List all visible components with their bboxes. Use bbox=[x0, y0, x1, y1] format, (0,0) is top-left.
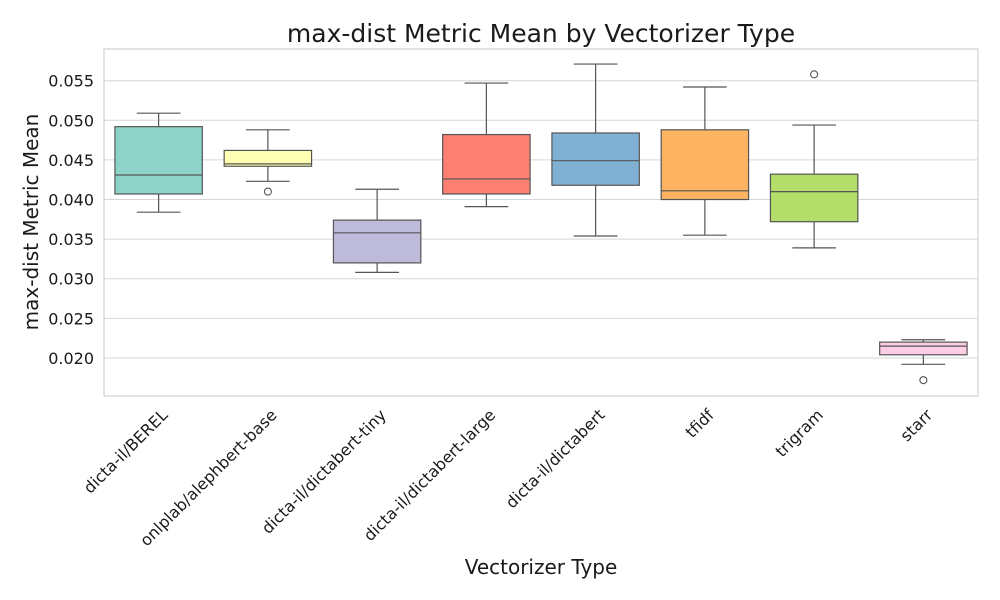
plot-frame bbox=[103, 48, 979, 397]
box-group bbox=[223, 129, 313, 196]
box-iqr bbox=[442, 133, 531, 195]
x-tick-label: tfidf bbox=[682, 405, 718, 441]
box-iqr bbox=[660, 129, 750, 201]
outlier-point bbox=[919, 376, 928, 385]
outlier-point bbox=[810, 70, 819, 79]
box-group bbox=[332, 188, 422, 274]
x-tick-label: starr bbox=[896, 405, 936, 445]
y-tick-label: 0.045 bbox=[48, 151, 94, 170]
y-tick-label: 0.055 bbox=[48, 72, 94, 91]
y-tick-label: 0.040 bbox=[48, 191, 94, 210]
box-layer bbox=[114, 63, 968, 385]
y-tick-label: 0.030 bbox=[48, 270, 94, 289]
box-iqr bbox=[114, 126, 203, 195]
y-tick-label: 0.025 bbox=[48, 309, 94, 328]
y-tick-label: 0.050 bbox=[48, 111, 94, 130]
y-tick-label: 0.020 bbox=[48, 349, 94, 368]
outlier-point bbox=[263, 187, 272, 196]
box-group bbox=[769, 70, 859, 249]
x-axis-label: Vectorizer Type bbox=[465, 555, 618, 579]
box-group bbox=[879, 339, 968, 385]
y-tick-labels: 0.020 0.025 0.030 0.035 0.040 0.045 0.050 0.055 bbox=[48, 72, 94, 368]
box-iqr bbox=[769, 173, 859, 223]
x-tick-label: dicta-il/dictabert-tiny bbox=[258, 405, 390, 537]
box-iqr bbox=[879, 341, 968, 356]
x-tick-label: trigram bbox=[772, 405, 827, 460]
x-tick-label: dicta-il/BEREL bbox=[80, 405, 172, 497]
box-iqr bbox=[223, 149, 313, 167]
box-group bbox=[114, 112, 203, 213]
box-group bbox=[551, 63, 640, 237]
y-axis-label: max-dist Metric Mean bbox=[19, 114, 43, 331]
box-iqr bbox=[551, 132, 640, 186]
box-group bbox=[660, 86, 750, 236]
box-iqr bbox=[332, 219, 422, 264]
box-group bbox=[442, 82, 531, 208]
y-tick-label: 0.035 bbox=[48, 230, 94, 249]
chart-title: max-dist Metric Mean by Vectorizer Type bbox=[287, 19, 795, 48]
x-tick-labels: dicta-il/BERELonlplab/alephbert-basedict… bbox=[80, 405, 937, 550]
x-tick-label: dicta-il/dictabert bbox=[502, 405, 609, 512]
